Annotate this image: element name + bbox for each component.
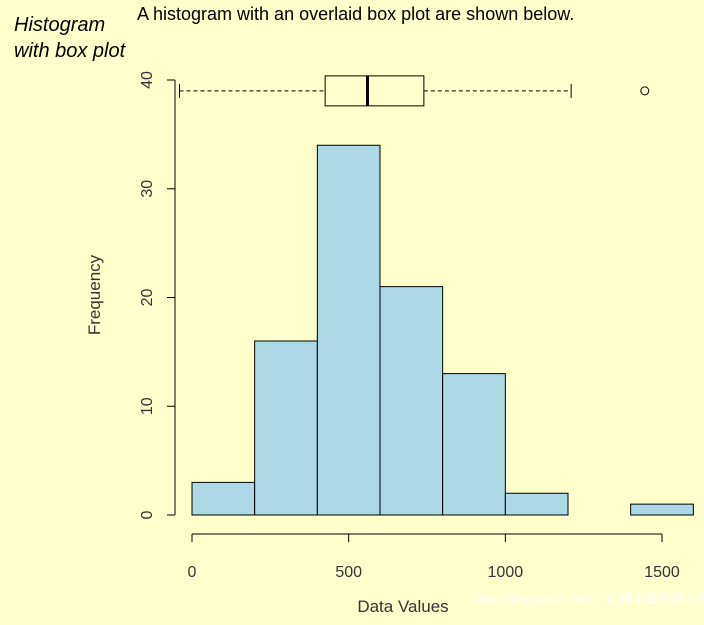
x-axis-label: Data Values [357, 597, 448, 616]
histogram-bar [191, 481, 256, 516]
y-tick-label: 30 [139, 180, 156, 198]
histogram-bars [191, 144, 694, 516]
histogram-bar [316, 144, 381, 516]
y-axis: 0 10 20 30 40 [139, 71, 176, 519]
y-tick-label: 10 [139, 397, 156, 415]
x-tick-label: 0 [188, 564, 197, 581]
x-axis: 0 500 1000 1500 [188, 533, 680, 581]
histogram-bar [504, 492, 569, 516]
x-tick-label: 1500 [644, 564, 680, 581]
box-iqr [324, 75, 425, 107]
y-tick-label: 0 [139, 510, 156, 519]
watermark: https://blog.csdn.net/... @稀土掘金技术社区 [472, 591, 704, 606]
box-outlier [640, 86, 650, 96]
x-tick-label: 1000 [488, 564, 524, 581]
histogram-bar [630, 503, 694, 516]
y-tick-label: 40 [139, 71, 156, 89]
y-tick-label: 20 [139, 289, 156, 307]
y-axis-label: Frequency [85, 254, 104, 335]
chart-caption: A histogram with an overlaid box plot ar… [137, 4, 575, 24]
side-title: Histogram with box plot [14, 14, 126, 62]
x-tick-label: 500 [335, 564, 362, 581]
histogram-bar [442, 373, 506, 516]
box-plot [178, 75, 650, 107]
histogram-bar [379, 286, 444, 516]
histogram-bar [254, 340, 318, 516]
